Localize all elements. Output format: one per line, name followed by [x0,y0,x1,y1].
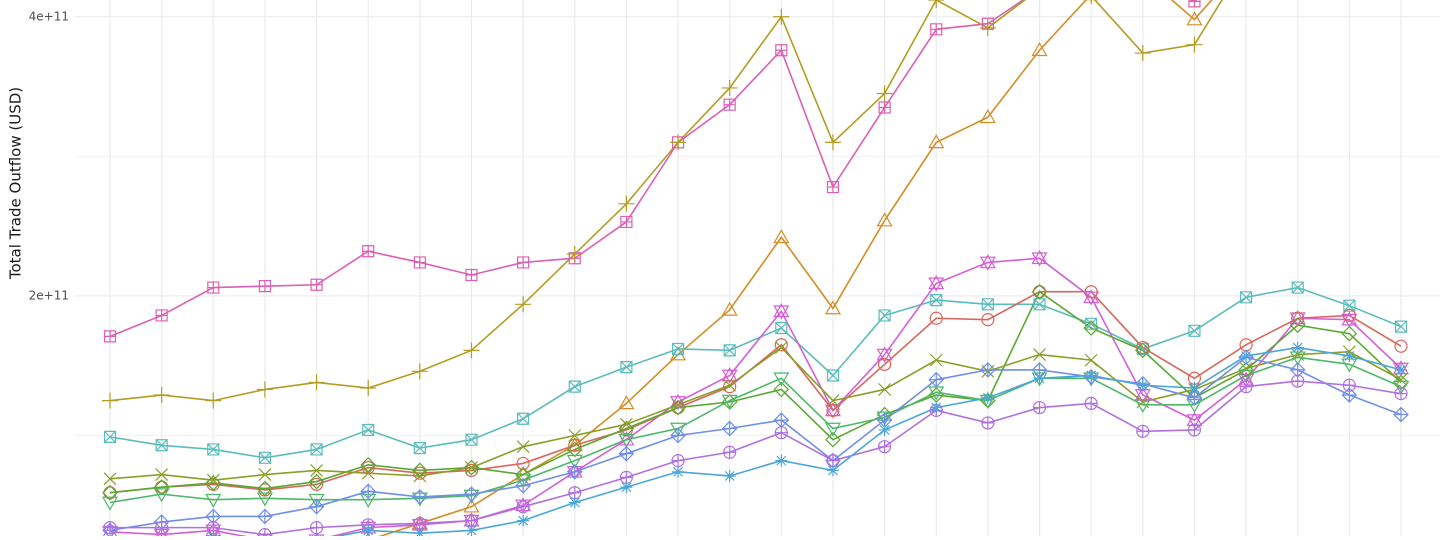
series-line [110,0,1401,401]
point-marker [311,279,322,290]
point-marker [102,393,118,409]
point-marker [1240,350,1252,362]
y-tick-label: 4e+11 [29,9,69,23]
point-marker [672,466,684,478]
point-marker [310,500,324,514]
series-line [110,348,1401,481]
point-marker [931,24,942,35]
point-marker [1292,375,1304,387]
y-tick-label: 2e+11 [29,288,69,302]
point-marker [518,257,529,268]
point-marker [1085,369,1097,381]
y-axis-label: Total Trade Outflow (USD) [7,87,25,280]
point-marker [982,417,994,429]
point-marker [412,363,428,379]
point-marker [982,392,994,404]
point-marker [259,281,270,292]
point-marker [774,413,788,427]
point-marker [1343,350,1355,362]
point-marker [879,441,891,453]
point-marker [414,257,425,268]
point-marker [259,529,271,536]
point-marker [517,515,529,527]
point-marker [465,524,477,536]
point-marker [1137,379,1149,391]
point-marker [773,9,789,25]
point-marker [1343,379,1355,391]
point-marker [775,427,787,439]
point-marker [981,363,995,377]
point-marker [362,524,374,536]
point-marker [724,470,736,482]
point-marker [621,216,632,227]
point-marker [156,310,167,321]
point-marker [361,484,375,498]
point-marker [466,269,477,280]
plot-area [102,0,1409,536]
point-marker [1188,424,1200,436]
series-line [110,0,1401,336]
series-line [110,288,1401,458]
point-marker [929,373,943,387]
point-marker [827,182,838,193]
point-marker [1394,408,1408,422]
point-marker [105,331,116,342]
point-marker [775,455,787,467]
point-marker [414,527,426,536]
point-marker [104,522,116,534]
series-line [110,357,1401,530]
point-marker [363,246,374,257]
series-line [110,0,1401,536]
point-marker [413,490,427,504]
point-marker [1188,382,1200,394]
point-marker [879,102,890,113]
point-marker [723,422,737,436]
point-marker [154,387,170,403]
point-marker [1395,388,1407,400]
point-marker [1395,364,1407,376]
point-marker [619,447,633,461]
point-marker [1189,0,1200,7]
point-marker [464,487,478,501]
point-marker [205,393,221,409]
point-marker [517,501,529,513]
point-marker [156,522,168,534]
point-marker [309,374,325,390]
point-marker [879,424,891,436]
point-marker [1034,402,1046,414]
series-line [110,381,1401,535]
point-marker [928,0,944,8]
point-marker [257,381,273,397]
point-marker [311,522,323,534]
point-marker [620,481,632,493]
point-marker [1292,342,1304,354]
point-marker [208,282,219,293]
point-marker [1186,37,1202,53]
point-marker [1034,372,1046,384]
point-marker [1240,381,1252,393]
point-marker [1085,397,1097,409]
point-marker [258,509,272,523]
point-marker [930,402,942,414]
point-marker [672,455,684,467]
point-marker [1137,425,1149,437]
point-marker [671,429,685,443]
point-marker [360,380,376,396]
point-marker [827,464,839,476]
point-marker [724,446,736,458]
point-marker [569,497,581,509]
